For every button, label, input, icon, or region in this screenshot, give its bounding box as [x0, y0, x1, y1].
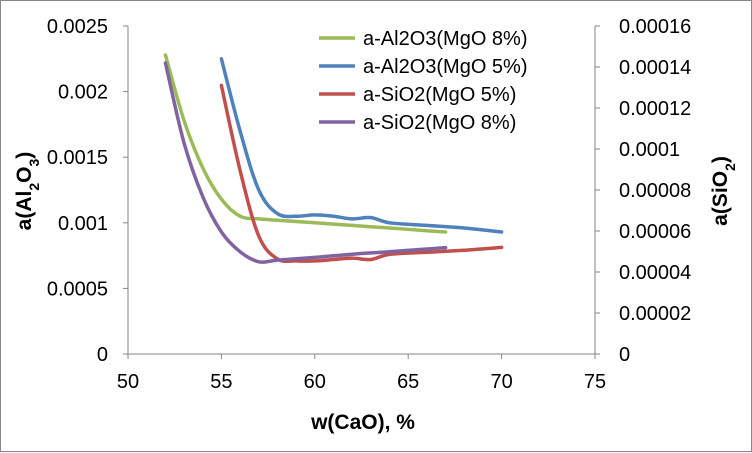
x-tick-label: 55 [210, 371, 232, 393]
x-tick-label: 65 [397, 371, 419, 393]
y-left-tick-label: 0.001 [58, 213, 108, 235]
y-right-tick-label: 0.00008 [619, 180, 691, 202]
y-right-tick-label: 0 [619, 344, 630, 366]
y-left-tick-label: 0.0005 [47, 278, 108, 300]
x-tick-label: 50 [117, 371, 139, 393]
legend-label: a-Al2O3(MgO 5%) [363, 56, 528, 78]
legend: a-Al2O3(MgO 8%) a-Al2O3(MgO 5%) a-SiO2(MgO… [319, 28, 528, 134]
y-left-tick-label: 0.002 [58, 82, 108, 104]
y-right-tick-label: 0.0001 [619, 139, 680, 161]
axes-group: 50 55 60 65 70 75 0 0.0005 0.001 0.0015 0.002 0.002… [47, 16, 691, 393]
x-tick-label: 70 [490, 371, 512, 393]
legend-label: a-SiO2(MgO 8%) [363, 112, 516, 134]
y-right-tick-label: 0.00004 [619, 262, 691, 284]
y-right-tick-label: 0.00016 [619, 16, 691, 38]
legend-label: a-SiO2(MgO 5%) [363, 84, 516, 106]
y-left-tick-label: 0.0025 [47, 16, 108, 38]
x-tick-label: 75 [584, 371, 606, 393]
series-line-a-al2o3-mgo-8 [163, 53, 448, 234]
y-left-tick-label: 0.0015 [47, 147, 108, 169]
y-right-tick-label: 0.00002 [619, 303, 691, 325]
y-right-tick-label: 0.00012 [619, 98, 691, 120]
series-line-a-al2o3-mgo-5 [219, 57, 504, 234]
series-line-a-sio2-mgo-5 [219, 83, 504, 264]
series-line-a-sio2-mgo-8 [163, 61, 448, 264]
x-tick-label: 60 [304, 371, 326, 393]
y-axis-right-title: a(SiO2) [709, 156, 738, 226]
x-axis-title: w(CaO), % [310, 411, 415, 434]
series-group [163, 53, 504, 264]
y-axis-left-title: a(Al2O3) [13, 152, 42, 231]
y-left-tick-label: 0 [97, 344, 108, 366]
y-right-tick-label: 0.00014 [619, 57, 691, 79]
legend-label: a-Al2O3(MgO 8%) [363, 28, 528, 50]
y-right-tick-label: 0.00006 [619, 221, 691, 243]
